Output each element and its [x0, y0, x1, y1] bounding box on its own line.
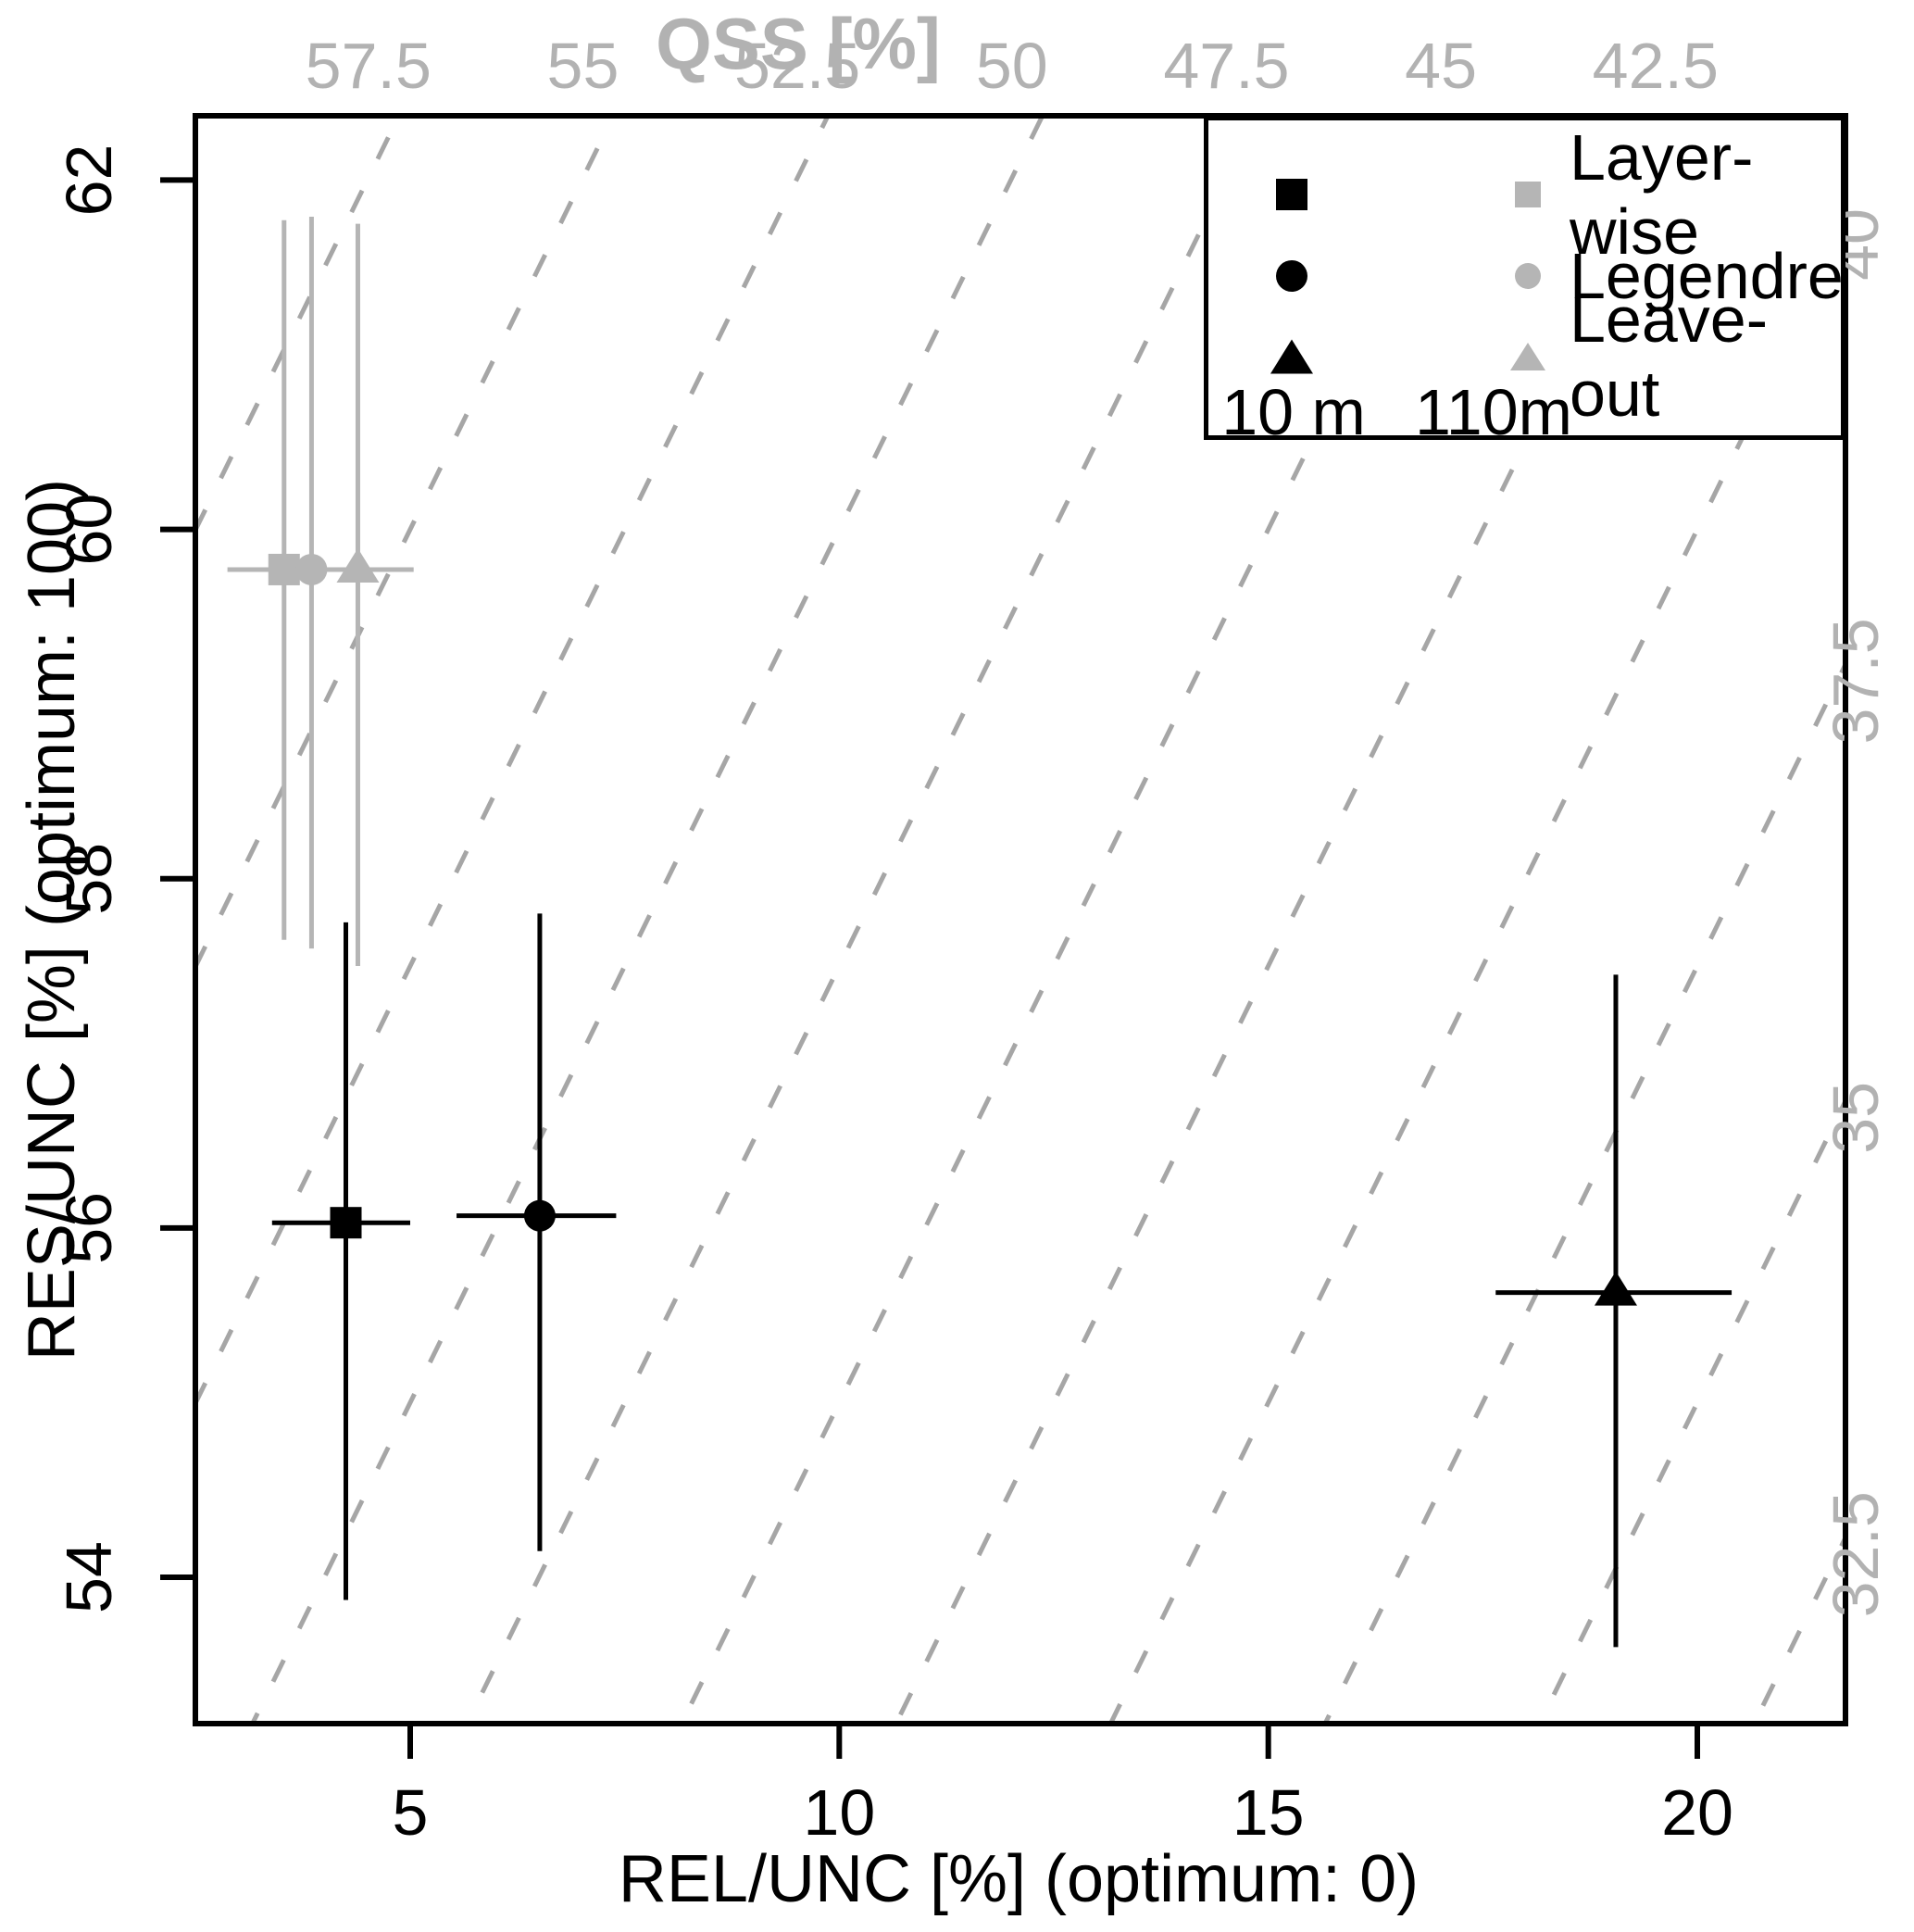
- data-point-square: [330, 1207, 362, 1239]
- qss-top-tick-label: 57.5: [306, 30, 432, 102]
- legend-label-leave-out: Leave-out: [1570, 283, 1769, 430]
- x-axis-title: REL/UNC [%] (optimum: 0): [618, 1842, 1420, 1916]
- plot-border: [193, 113, 1848, 1726]
- legend-label-layer-wise: Layer-wise: [1570, 121, 1754, 268]
- legend-marker-circle-110m: [1515, 263, 1541, 289]
- data-point-circle: [523, 1199, 556, 1232]
- qss-top-tick-label: 50: [976, 30, 1048, 102]
- data-point-triangle: [336, 547, 380, 583]
- x-tick-label: 5: [393, 1776, 429, 1849]
- y-tick-label: 56: [53, 1192, 125, 1264]
- qss-right-tick-label: 37.5: [1820, 618, 1892, 744]
- x-tick-label: 20: [1661, 1776, 1733, 1849]
- legend-label-height-110m: 110m: [1415, 376, 1572, 448]
- qss-top-tick-label: 42.5: [1593, 30, 1719, 102]
- legend-marker-triangle-10m: [1270, 339, 1313, 374]
- qss-top-tick-label: 52.5: [734, 30, 860, 102]
- y-tick-label: 58: [53, 843, 125, 915]
- x-tick-label: 15: [1232, 1776, 1305, 1849]
- legend-label-legendre: Legendre: [1570, 240, 1844, 312]
- legend-marker-triangle-110m: [1510, 343, 1545, 370]
- qss-right-tick-label: 32.5: [1820, 1491, 1892, 1617]
- legend-box: Layer-wise Legendre Leave-out 10 m 110m: [1204, 116, 1845, 448]
- data-point-square: [268, 553, 300, 585]
- x-tick-label: 10: [803, 1776, 875, 1849]
- legend-marker-square-110m: [1515, 182, 1541, 207]
- y-tick-label: 60: [53, 494, 125, 566]
- qss-top-tick-label: 55: [547, 30, 619, 102]
- qss-top-tick-label: 47.5: [1163, 30, 1289, 102]
- legend-marker-square-10m: [1276, 179, 1307, 210]
- legend-label-height-10m: 10 m: [1221, 376, 1366, 448]
- qss-right-tick-label: 35: [1820, 1082, 1892, 1154]
- top-axis-title: QSS [%]: [656, 3, 941, 84]
- legend-marker-circle-10m: [1276, 260, 1307, 292]
- data-point-triangle: [1594, 1271, 1637, 1306]
- y-axis-title: RES/UNC [%] (optimum: 100): [15, 478, 89, 1361]
- y-tick-label: 54: [53, 1541, 125, 1613]
- y-tick-label: 62: [53, 144, 125, 216]
- qss-top-tick-label: 45: [1405, 30, 1477, 102]
- data-point-circle: [295, 553, 328, 585]
